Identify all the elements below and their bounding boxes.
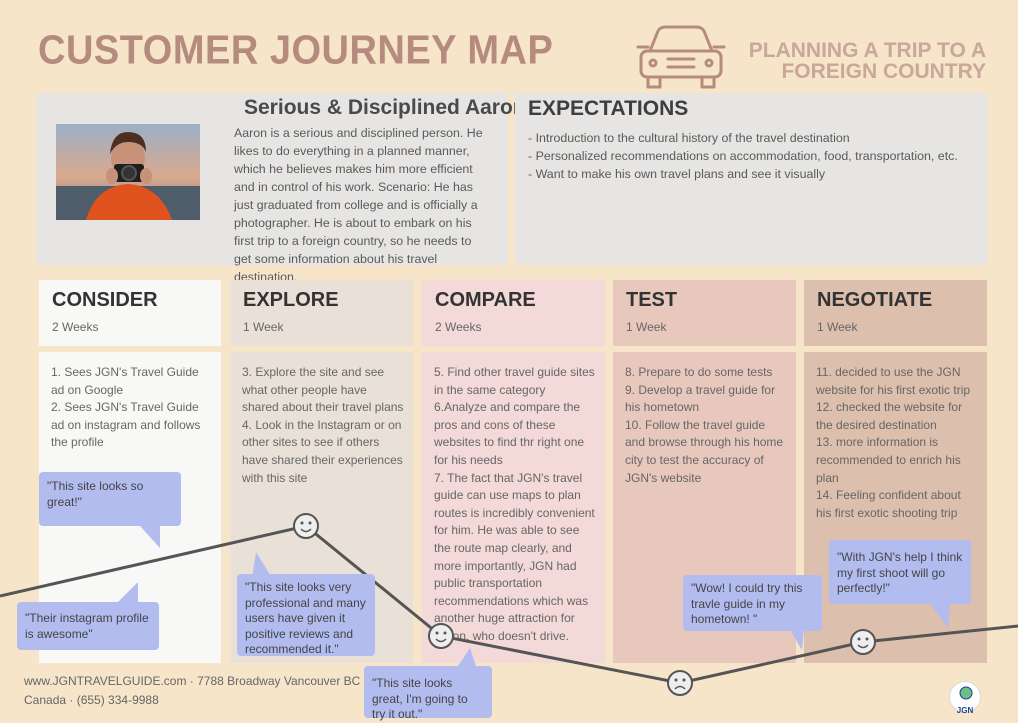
- happy-face-icon: [293, 513, 319, 539]
- stage-header-test: TEST 1 Week: [613, 280, 796, 346]
- stage-name: EXPLORE: [243, 289, 339, 311]
- expectations-title: EXPECTATIONS: [528, 97, 689, 120]
- stage-duration: 1 Week: [817, 320, 858, 334]
- stage-step: 1. Sees JGN's Travel Guide ad on Google: [51, 365, 199, 397]
- stage-step: 14. Feeling confident about his first ex…: [816, 488, 961, 520]
- stage-step: 5. Find other travel guide sites in the …: [434, 365, 595, 397]
- stage-duration: 1 Week: [243, 320, 284, 334]
- stage-body-negotiate: 11. decided to use the JGN website for h…: [804, 352, 987, 663]
- quote-bubble: "Their instagram profile is awesome": [17, 602, 159, 650]
- persona-name: Serious & Disciplined Aaron: [244, 96, 526, 119]
- stage-step: 10. Follow the travel guide and browse t…: [625, 417, 784, 485]
- persona-photo: [56, 124, 200, 220]
- stage-step: 6.Analyze and compare the pros and cons …: [434, 400, 585, 467]
- quote-bubble: "With JGN's help I think my first shoot …: [829, 540, 971, 604]
- stage-step: 3. Explore the site and see what other p…: [242, 365, 404, 415]
- globe-icon: [959, 686, 973, 700]
- car-icon: [636, 25, 726, 89]
- stage-header-compare: COMPARE 2 Weeks: [422, 280, 605, 346]
- stage-step: 8. Prepare to do some tests: [625, 365, 773, 379]
- stage-header-explore: EXPLORE 1 Week: [230, 280, 413, 346]
- stage-body-compare: 5. Find other travel guide sites in the …: [422, 352, 605, 663]
- quote-bubble: "This site looks so great!": [39, 472, 181, 526]
- stage-header-consider: CONSIDER 2 Weeks: [39, 280, 221, 346]
- stage-duration: 2 Weeks: [52, 320, 99, 334]
- logo-text: JGN: [956, 706, 974, 715]
- stage-duration: 1 Week: [626, 320, 667, 334]
- expectations-list: - Introduction to the cultural history o…: [528, 129, 958, 183]
- subtitle-line-2: FOREIGN COUNTRY: [781, 60, 986, 83]
- stage-header-negotiate: NEGOTIATE 1 Week: [804, 280, 987, 346]
- stage-step: 12. checked the website for the desired …: [816, 400, 963, 432]
- persona-description: Aaron is a serious and disciplined perso…: [234, 126, 483, 284]
- stage-name: NEGOTIATE: [817, 289, 933, 311]
- jgn-logo: JGN: [949, 681, 981, 715]
- page-subtitle: PLANNING A TRIP TO A FOREIGN COUNTRY: [746, 40, 986, 82]
- stage-step: 2. Sees JGN's Travel Guide ad on instagr…: [51, 400, 201, 450]
- happy-face-icon: [850, 629, 876, 655]
- quote-bubble: "This site looks great, I'm going to try…: [364, 666, 492, 721]
- subtitle-line-1: PLANNING A TRIP TO A: [748, 39, 986, 62]
- stage-name: TEST: [626, 289, 678, 311]
- expectation-item: - Introduction to the cultural history o…: [528, 131, 850, 145]
- quote-bubble: "Wow! I could try this travle guide in m…: [683, 575, 822, 631]
- stage-duration: 2 Weeks: [435, 320, 482, 334]
- stage-name: COMPARE: [435, 289, 536, 311]
- expectation-item: - Personalized recommendations on accomm…: [528, 149, 958, 163]
- stage-name: CONSIDER: [52, 289, 158, 311]
- page-title: CUSTOMER JOURNEY MAP: [38, 28, 554, 74]
- stage-step: 4. Look in the Instagram or on other sit…: [242, 417, 403, 485]
- stage-step: 9. Develop a travel guide for his hometo…: [625, 382, 776, 415]
- expectations-panel: [515, 93, 987, 265]
- quote-bubble: "This site looks very professional and m…: [237, 574, 375, 656]
- sad-face-icon: [667, 670, 693, 696]
- footer-contact: www.JGNTRAVELGUIDE.com · 7788 Broadway V…: [24, 674, 361, 707]
- stage-step: 11. decided to use the JGN website for h…: [816, 365, 971, 397]
- stage-step: 13. more information is recommended to e…: [816, 435, 961, 485]
- stage-step: 7. The fact that JGN's travel guide can …: [434, 470, 595, 643]
- happy-face-icon: [428, 623, 454, 649]
- expectation-item: - Want to make his own travel plans and …: [528, 167, 826, 181]
